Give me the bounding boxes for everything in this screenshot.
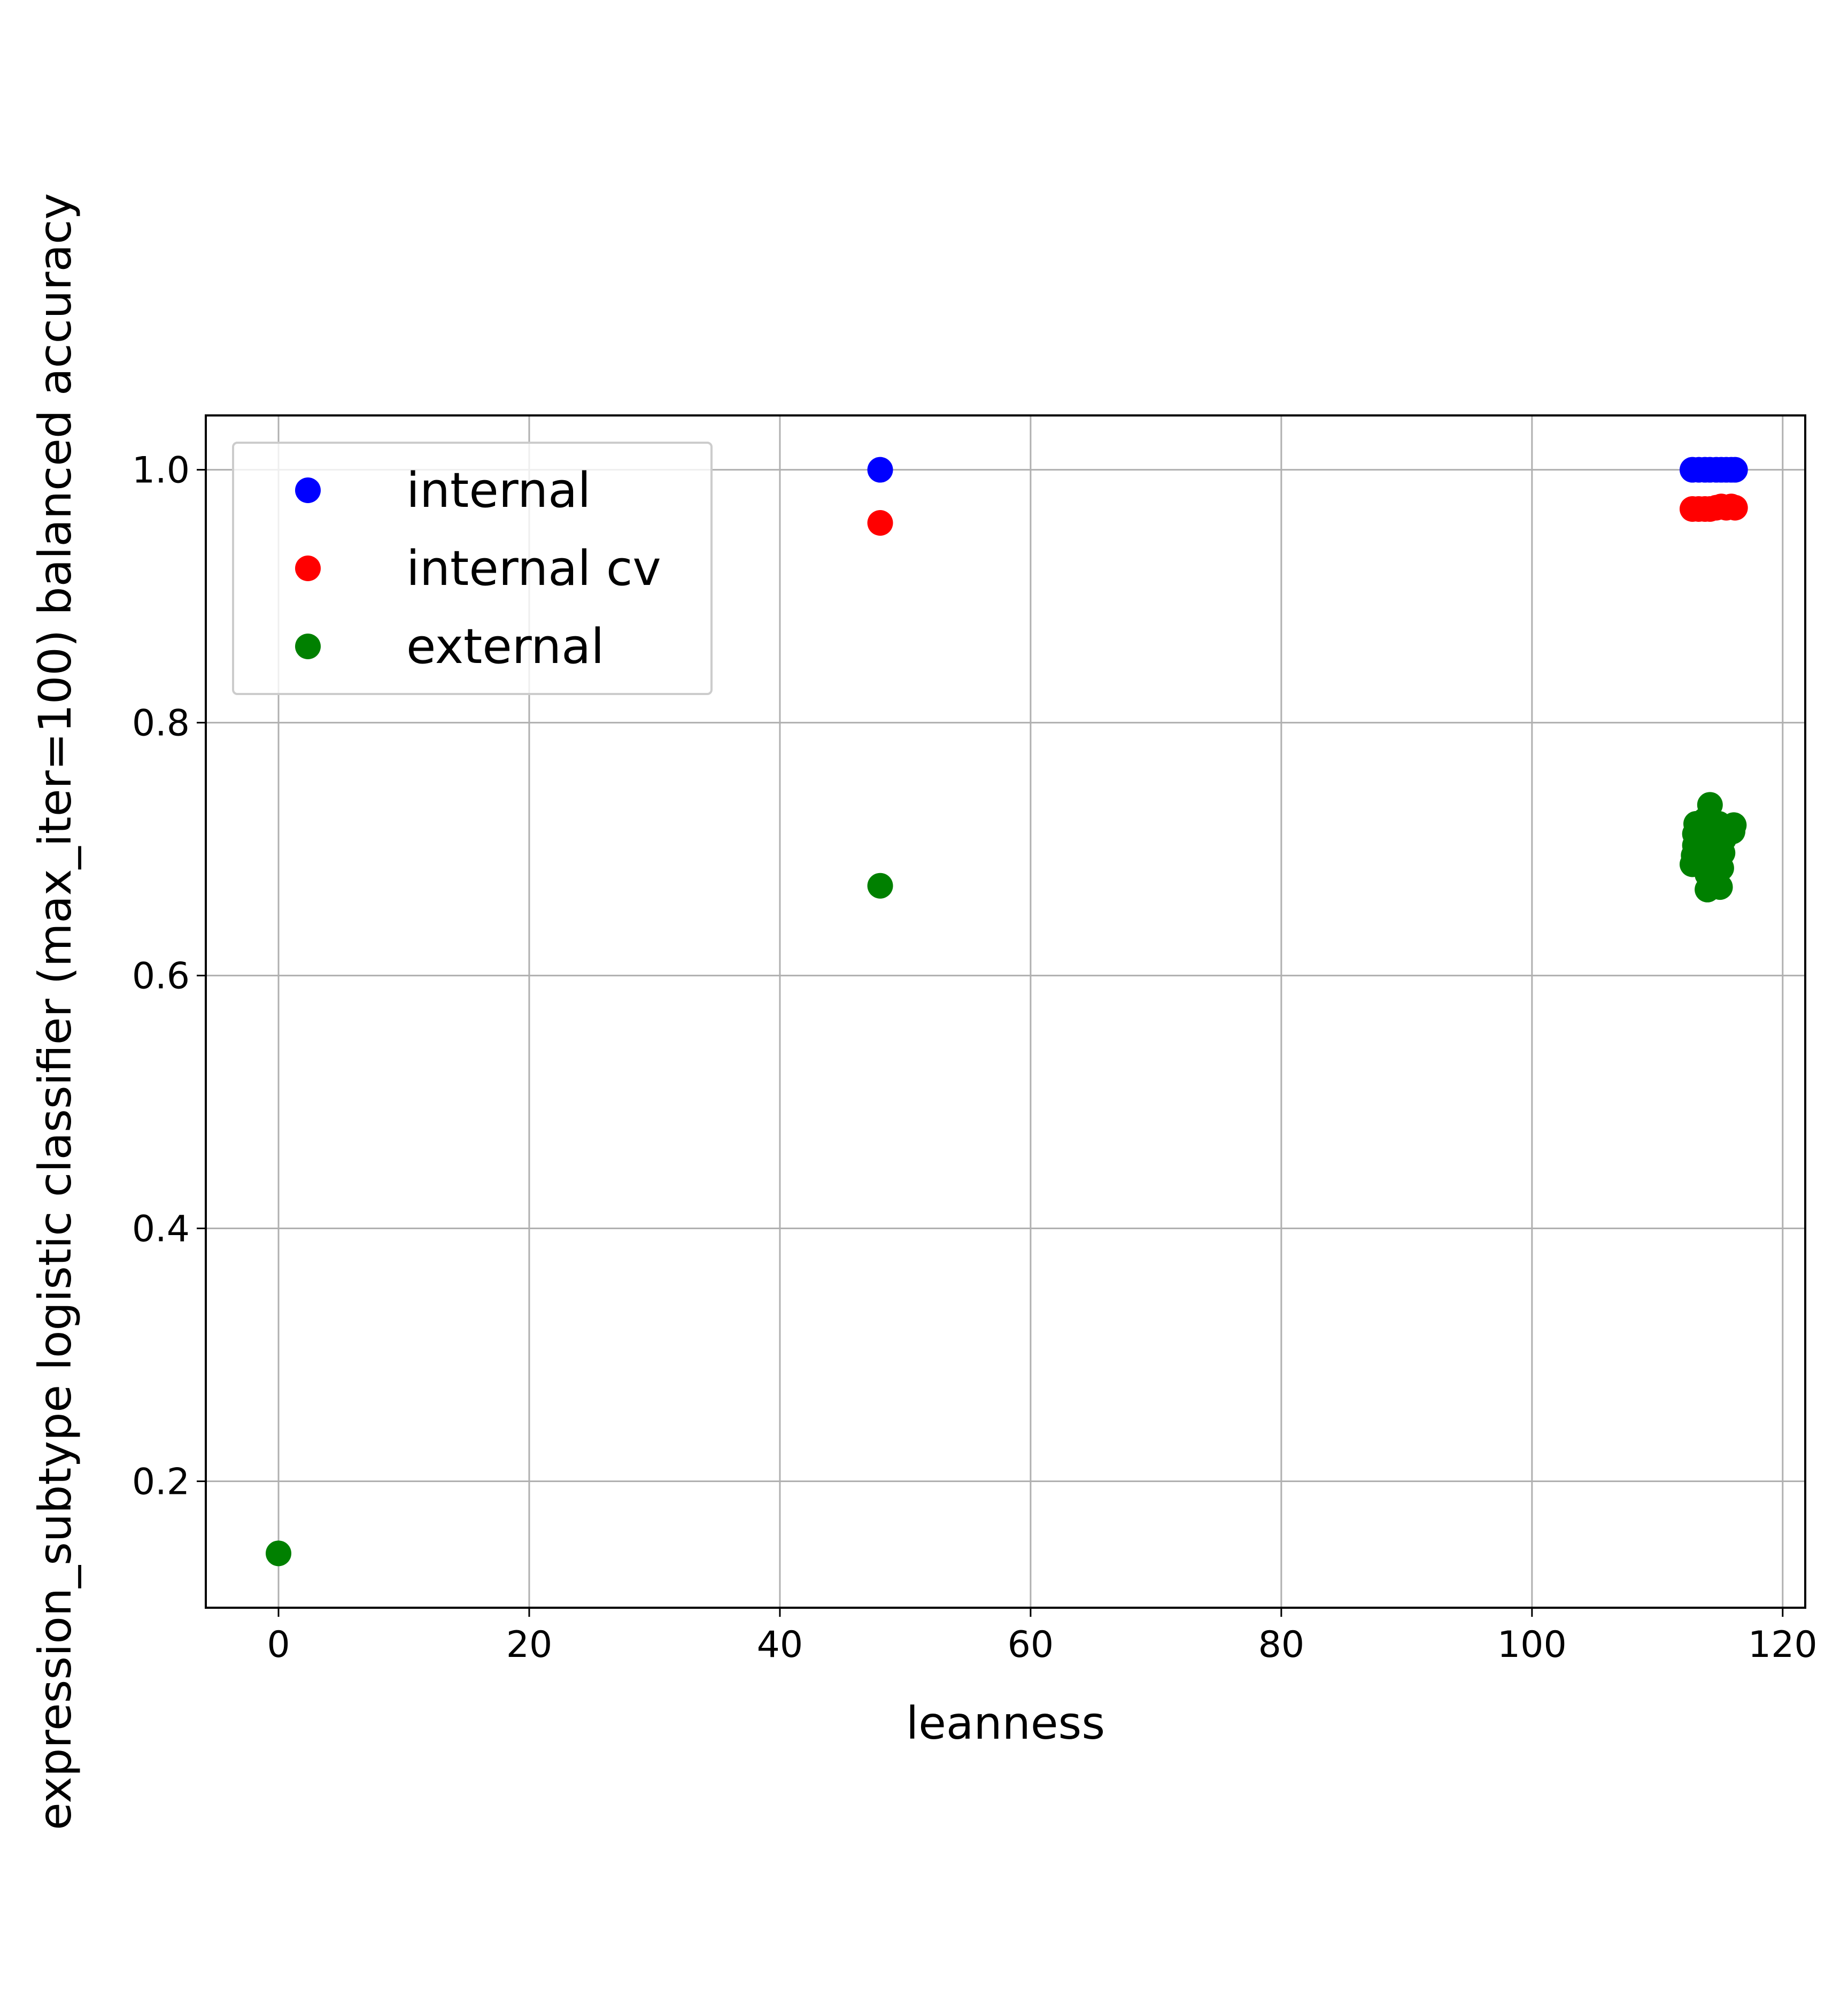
data-point-internal — [867, 457, 893, 483]
x-tick-label: 40 — [757, 1624, 803, 1666]
y-tick-label: 0.6 — [132, 955, 190, 998]
data-point-internal-cv — [867, 510, 893, 536]
y-axis-title: expression_subtype logistic classifier (… — [29, 193, 81, 1830]
data-point-external — [1707, 874, 1733, 900]
legend-frame — [232, 442, 713, 695]
y-tick-label: 1.0 — [132, 450, 190, 492]
x-axis-title: leanness — [906, 1697, 1105, 1749]
legend-label-external: external — [406, 619, 604, 675]
legend: internal internal cv external — [232, 442, 713, 695]
data-point-external — [867, 873, 893, 899]
legend-marker-external — [295, 634, 321, 659]
data-point-internal — [1722, 457, 1748, 483]
y-tick-label: 0.8 — [132, 703, 190, 745]
data-points — [266, 457, 1748, 1567]
x-tick-label: 120 — [1748, 1624, 1818, 1666]
legend-marker-internal — [295, 477, 321, 503]
y-tick-label: 0.2 — [132, 1461, 190, 1503]
x-tick-label: 60 — [1008, 1624, 1054, 1666]
x-tick-label: 100 — [1497, 1624, 1567, 1666]
x-tick-label: 20 — [506, 1624, 553, 1666]
axis-ticks: 0 20 40 60 80 100 120 0.2 0.4 0.6 0.8 1.0 — [132, 450, 1818, 1666]
data-point-external — [266, 1540, 291, 1567]
plot-frame — [205, 414, 1806, 1609]
legend-label-internal-cv: internal cv — [406, 541, 661, 597]
legend-marker-internal-cv — [295, 556, 321, 581]
x-tick-label: 80 — [1258, 1624, 1305, 1666]
y-tick-label: 0.4 — [132, 1208, 190, 1251]
grid — [206, 415, 1805, 1608]
data-point-internal-cv — [1722, 495, 1748, 521]
data-point-external — [1721, 812, 1747, 838]
x-tick-label: 0 — [267, 1624, 290, 1666]
legend-label-internal: internal — [406, 462, 591, 519]
